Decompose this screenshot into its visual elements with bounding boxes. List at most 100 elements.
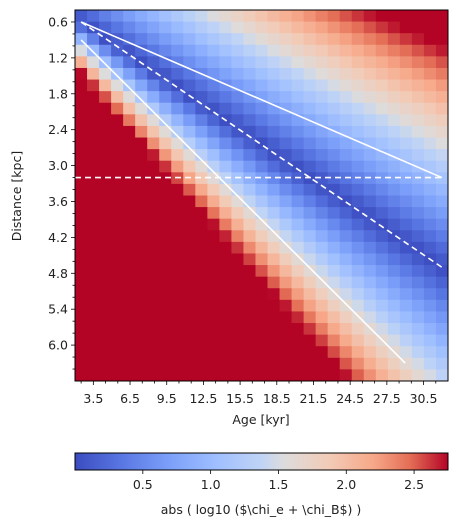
heatmap-cell xyxy=(219,44,233,57)
heatmap-cell xyxy=(207,44,220,57)
heatmap-cell xyxy=(171,102,184,115)
heatmap-cell xyxy=(315,230,329,243)
heatmap-cell xyxy=(147,91,160,104)
heatmap-cell xyxy=(423,172,437,185)
heatmap-cell xyxy=(315,67,329,81)
heatmap-cell xyxy=(411,183,425,197)
heatmap-cell xyxy=(231,44,245,57)
heatmap-cell xyxy=(99,195,112,208)
heatmap-cell xyxy=(87,33,100,46)
heatmap-cell xyxy=(195,357,208,371)
heatmap-cell xyxy=(267,91,281,104)
heatmap-cell xyxy=(183,67,196,81)
heatmap-cell xyxy=(327,346,341,359)
heatmap-cell xyxy=(375,149,389,162)
heatmap-cell xyxy=(219,102,233,115)
heatmap-cell xyxy=(219,33,233,46)
heatmap-cell xyxy=(195,288,208,301)
heatmap-cell xyxy=(267,207,281,220)
heatmap-cell xyxy=(147,172,160,185)
heatmap-cell xyxy=(111,323,124,336)
heatmap-cell xyxy=(375,357,389,371)
heatmap-cell xyxy=(195,33,208,46)
heatmap-cell xyxy=(315,357,329,371)
heatmap-cell xyxy=(423,241,437,255)
heatmap-cell xyxy=(303,357,317,371)
heatmap-cell xyxy=(267,137,281,150)
heatmap-cell xyxy=(159,288,172,301)
heatmap-cell xyxy=(243,56,257,69)
heatmap-cell xyxy=(147,125,160,139)
heatmap-cell xyxy=(387,369,401,381)
heatmap-cell xyxy=(243,230,257,243)
heatmap-cell xyxy=(327,137,341,150)
heatmap-cell xyxy=(123,114,136,127)
heatmap-cell xyxy=(327,299,341,313)
heatmap-cell xyxy=(375,79,389,92)
heatmap-cell xyxy=(351,299,365,313)
heatmap-cell xyxy=(183,10,196,23)
heatmap-cell xyxy=(159,44,172,57)
heatmap-cell xyxy=(147,218,160,231)
x-tick-label: 24.5 xyxy=(336,391,364,406)
heatmap-cell xyxy=(279,114,293,127)
heatmap-cell xyxy=(219,172,233,185)
heatmap-cell xyxy=(159,114,172,127)
heatmap-cell xyxy=(183,288,196,301)
y-tick-label: 6.0 xyxy=(48,338,68,353)
heatmap-cell xyxy=(243,79,257,92)
heatmap-cell xyxy=(123,56,136,69)
heatmap-cell xyxy=(411,288,425,301)
heatmap-cell xyxy=(111,207,124,220)
heatmap-cell xyxy=(315,149,329,162)
heatmap-cell xyxy=(183,218,196,231)
heatmap-cell xyxy=(303,241,317,255)
heatmap-cell xyxy=(123,357,136,371)
heatmap-cell xyxy=(387,102,401,115)
heatmap-cell xyxy=(171,114,184,127)
heatmap-cell xyxy=(351,102,365,115)
heatmap-cell xyxy=(279,276,293,289)
heatmap-cell xyxy=(327,241,341,255)
heatmap-cell xyxy=(315,334,329,347)
heatmap-cell xyxy=(111,125,124,139)
heatmap-cell xyxy=(279,33,293,46)
heatmap-cell xyxy=(111,357,124,371)
heatmap-cell xyxy=(387,56,401,69)
heatmap-cell xyxy=(147,67,160,81)
colorbar-tick-label: 2.5 xyxy=(404,477,424,492)
heatmap-cell xyxy=(159,299,172,313)
heatmap-cell xyxy=(231,357,245,371)
heatmap-cell xyxy=(183,195,196,208)
heatmap-cell xyxy=(123,33,136,46)
heatmap-cell xyxy=(147,102,160,115)
heatmap-cell xyxy=(123,323,136,336)
heatmap-cell xyxy=(87,265,100,278)
y-tick-label: 1.2 xyxy=(48,50,68,65)
heatmap-cell xyxy=(75,172,88,185)
heatmap-cell xyxy=(339,137,353,150)
heatmap-cell xyxy=(279,323,293,336)
heatmap-cell xyxy=(327,33,341,46)
heatmap-cell xyxy=(111,195,124,208)
heatmap-cell xyxy=(291,369,305,381)
heatmap-cell xyxy=(387,114,401,127)
y-tick-label: 0.6 xyxy=(48,14,68,29)
heatmap-cell xyxy=(135,102,148,115)
heatmap-cell xyxy=(183,323,196,336)
heatmap-cell xyxy=(291,311,305,324)
heatmap-cell xyxy=(339,323,353,336)
heatmap-cell xyxy=(195,79,208,92)
heatmap-cell xyxy=(159,346,172,359)
heatmap-cell xyxy=(375,21,389,34)
heatmap-cell xyxy=(99,91,112,104)
heatmap-cell xyxy=(171,357,184,371)
heatmap-cell xyxy=(207,218,220,231)
heatmap-cell xyxy=(207,56,220,69)
heatmap-cell xyxy=(159,91,172,104)
heatmap-cell xyxy=(219,149,233,162)
heatmap-cell xyxy=(327,276,341,289)
heatmap-cell xyxy=(255,241,269,255)
heatmap-cell xyxy=(387,21,401,34)
heatmap-cell xyxy=(255,10,269,23)
